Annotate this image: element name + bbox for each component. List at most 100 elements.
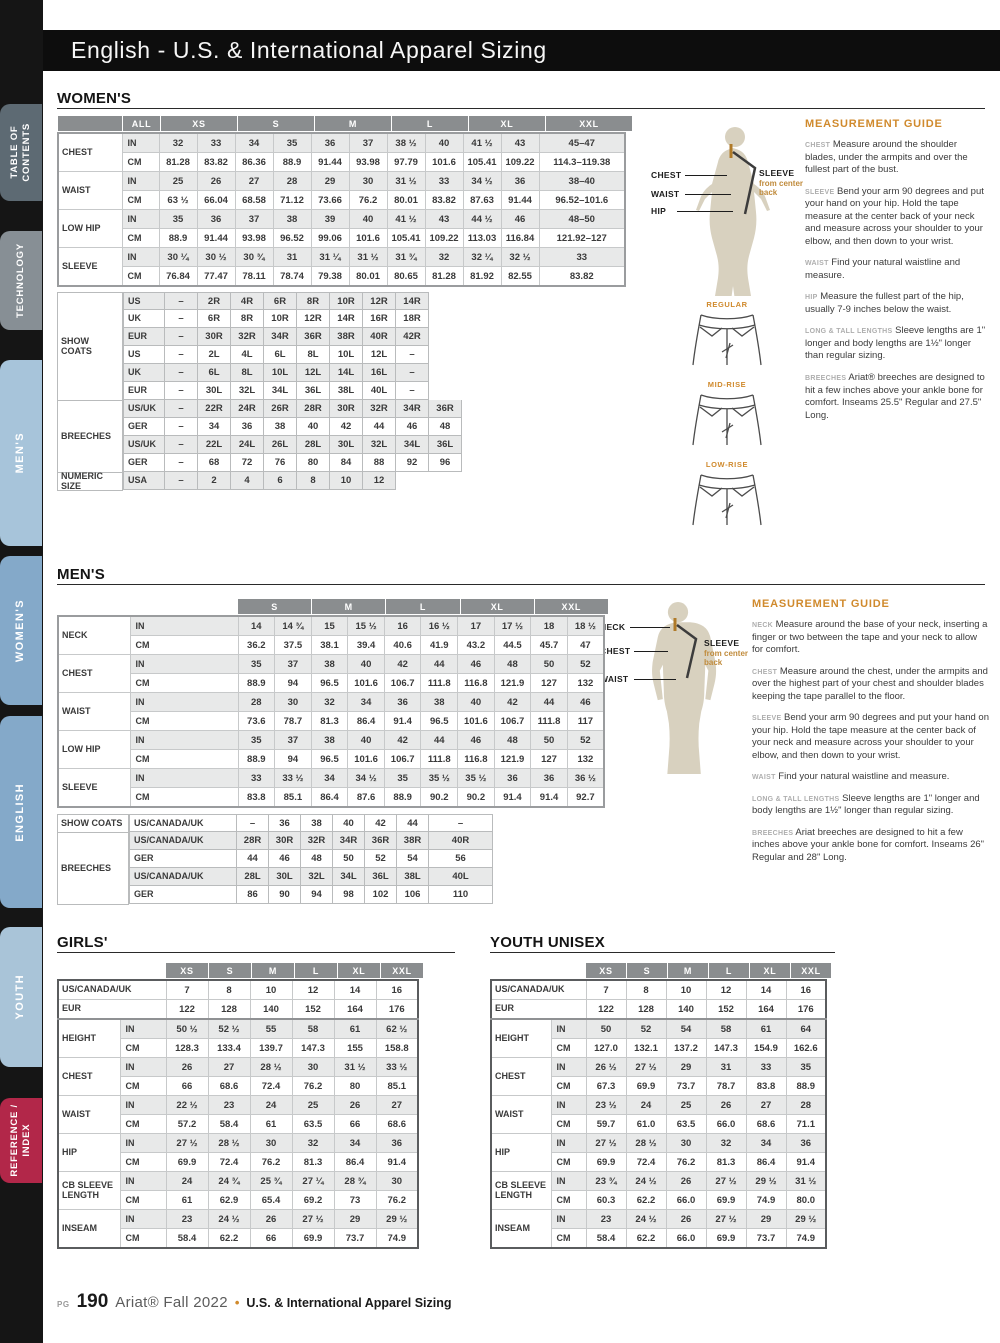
footer-separator: • xyxy=(234,1295,240,1310)
cell: 69.2 xyxy=(291,1190,335,1210)
unit-cell: CM xyxy=(129,787,239,808)
cell: 30R xyxy=(269,832,301,850)
sidebar-tab-toc[interactable]: TABLE OF CONTENTS xyxy=(0,104,42,201)
unit-cell: CM xyxy=(119,1038,167,1058)
unit-cell: IN xyxy=(129,692,239,712)
cell: 27 ½ xyxy=(625,1057,667,1077)
cell: – xyxy=(396,346,429,364)
cell: 63.5 xyxy=(291,1114,335,1134)
column-header: XXL xyxy=(380,962,424,979)
row-label: NUMERIC SIZE xyxy=(57,471,123,491)
cell: 25 ¾ xyxy=(249,1171,293,1191)
jeans-rise-label: REGULAR xyxy=(706,300,748,309)
jeans-rise-label: MID-RISE xyxy=(707,380,747,389)
unit-cell: US/UK xyxy=(123,400,165,418)
cell: 32 xyxy=(705,1133,747,1153)
unit-cell: US/CANADA/UK xyxy=(129,868,237,886)
guide-term: NECK xyxy=(752,622,774,629)
cell: 36 ½ xyxy=(566,768,605,788)
cell: 109.22 xyxy=(500,152,540,172)
footer-title: U.S. & International Apparel Sizing xyxy=(246,1296,452,1310)
pointer-line xyxy=(685,194,731,195)
sidebar-tab-mens[interactable]: MEN'S xyxy=(0,360,42,546)
cell: 48 xyxy=(429,418,462,436)
table-row: WAIST IN 28 30 32 34 36 38 40 42 44 46 xyxy=(57,692,605,731)
cell: 29 xyxy=(310,171,350,191)
cell: 30 xyxy=(291,1057,335,1077)
cell: 18 xyxy=(530,615,568,636)
column-header: XXL xyxy=(533,598,609,615)
column-header: M xyxy=(667,962,709,979)
sleeve-sublabel: from center back xyxy=(704,649,749,668)
cell: 68.6 xyxy=(745,1114,787,1134)
cell: 12L xyxy=(363,346,396,364)
cell: 58.4 xyxy=(207,1114,251,1134)
cell: 33 xyxy=(196,132,236,153)
sidebar-tab-technology[interactable]: TECHNOLOGY xyxy=(0,231,42,330)
table-row: US/CANADA/UK 28R 30R 32R 34R 36R 38R 40R xyxy=(129,832,493,850)
cell: 62 ½ xyxy=(375,1018,419,1039)
table-row: US –2L 4L 6L 8L 10L 12L – xyxy=(123,346,429,364)
girls-section-heading: GIRLS' xyxy=(57,934,108,951)
cell: 44 xyxy=(397,814,429,832)
cell: – xyxy=(165,436,198,454)
catalog-name: Ariat® Fall 2022 xyxy=(115,1294,228,1311)
cell: 111.8 xyxy=(420,749,459,769)
cell: 32L xyxy=(363,436,396,454)
row-label: CHEST xyxy=(57,654,131,693)
cell: 42 xyxy=(383,730,422,750)
cell: 27 ½ xyxy=(705,1171,747,1191)
table-row: CM 76.84 77.47 78.11 78.74 79.38 80.01 80.65 81.… xyxy=(58,266,626,287)
guide-term: HIP xyxy=(805,294,818,302)
cell: – xyxy=(165,418,198,436)
girls-size-table-header: XS S M L XL XXL xyxy=(165,962,424,979)
cell: 61 xyxy=(745,1018,787,1039)
cell: 76.2 xyxy=(249,1152,293,1172)
cell: 121.9 xyxy=(493,673,532,693)
table-row: HEIGHT IN 50 52 54 58 61 64 xyxy=(490,1018,827,1058)
cell: 90.2 xyxy=(420,787,459,808)
cell: 46 xyxy=(457,730,495,750)
cell: 41.9 xyxy=(420,635,459,655)
sidebar-tab-reference[interactable]: REFERENCE / INDEX xyxy=(0,1098,42,1183)
cell: 16 ½ xyxy=(420,615,459,636)
pointer-line xyxy=(634,679,676,680)
cell: 58 xyxy=(705,1018,747,1039)
table-row: GER 86 90 94 98 102 106 110 xyxy=(129,886,493,904)
cell: 40L xyxy=(429,868,493,886)
cell: 55 xyxy=(249,1018,293,1039)
cell: 101.6 xyxy=(424,152,464,172)
cell: 30L xyxy=(198,382,231,400)
cell: 16R xyxy=(363,310,396,328)
cell: 24 xyxy=(625,1095,667,1115)
cell: 28 ½ xyxy=(625,1133,667,1153)
table-row: US/CANADA/UK –36 38 40 42 44– xyxy=(129,814,493,832)
figure-label-neck: NECK xyxy=(600,622,626,632)
cell: 96.5 xyxy=(310,749,349,769)
cell: 73.6 xyxy=(237,711,276,731)
cell: 113.03 xyxy=(462,228,502,248)
cell: 31 ¾ xyxy=(386,247,426,267)
youth-size-table: US/CANADA/UK 7 8 10 12 14 16 EUR 122 128 140 152 164… xyxy=(490,979,827,1249)
cell: – xyxy=(396,364,429,382)
cell: 38 xyxy=(420,692,459,712)
cell: 29 ½ xyxy=(375,1209,419,1229)
cell: 50 ½ xyxy=(165,1018,209,1039)
cell: 54 xyxy=(397,850,429,868)
cell: 2R xyxy=(198,292,231,310)
cell: 40R xyxy=(429,832,493,850)
sidebar-tab-youth[interactable]: YOUTH xyxy=(0,927,42,1067)
sidebar-tab-womens[interactable]: WOMEN'S xyxy=(0,556,42,705)
unit-cell: US/CANADA/UK xyxy=(129,814,237,832)
guide-term: BREECHES xyxy=(752,829,794,837)
cell: 26 xyxy=(665,1171,707,1191)
cell: 76.84 xyxy=(158,266,198,287)
cell: 34 xyxy=(333,1133,377,1153)
cell: 40 xyxy=(347,730,385,750)
sidebar-tab-english[interactable]: ENGLISH xyxy=(0,716,42,908)
cell: 36 xyxy=(310,132,350,153)
cell: 76.2 xyxy=(665,1152,707,1172)
cell: 74.9 xyxy=(785,1228,827,1249)
cell: 86.36 xyxy=(234,152,274,172)
unit-cell: EUR xyxy=(123,382,165,400)
